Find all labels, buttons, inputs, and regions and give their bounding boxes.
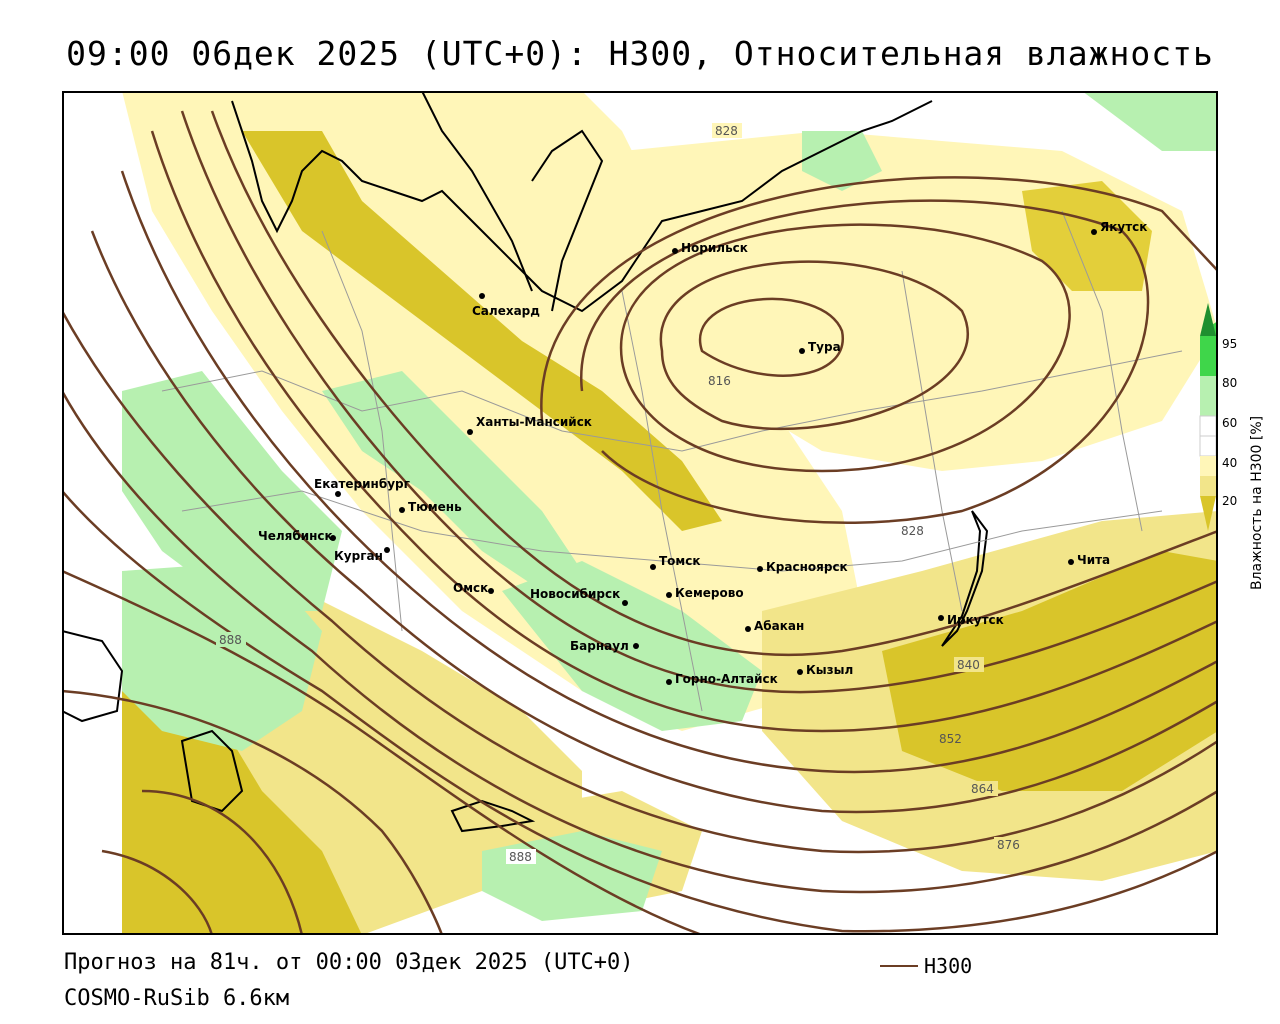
humidity-colorbar: [1199, 303, 1217, 531]
city-label: Иркутск: [947, 613, 1004, 627]
contour-label: 888: [219, 633, 242, 647]
city-label: Норильск: [681, 241, 748, 255]
colorbar-bottom-arrow: [1200, 496, 1216, 531]
city-label: Новосибирск: [530, 587, 620, 601]
weather-map: 828 816 828 840 852 864 876 888 888 Якут…: [62, 91, 1218, 935]
legend-label: H300: [924, 954, 973, 978]
h300-contours: [62, 110, 1218, 935]
city-label: Якутск: [1100, 220, 1147, 234]
city-label: Тюмень: [408, 500, 462, 514]
forecast-info: Прогноз на 81ч. от 00:00 03дек 2025 (UTC…: [64, 950, 634, 975]
contour-label: 816: [708, 374, 731, 388]
city-label: Красноярск: [766, 560, 848, 574]
region-borders-layer: [161, 210, 1183, 712]
city-label: Кызыл: [806, 663, 853, 677]
legend-line-swatch: [880, 965, 918, 967]
city-label: Челябинск: [258, 529, 333, 543]
colorbar-tick: 40: [1222, 456, 1238, 470]
contour-labels: 828 816 828 840 852 864 876 888 888: [216, 123, 1024, 864]
city-markers: Якутск Норильск Салехард Тура Ханты-Манс…: [258, 220, 1147, 686]
city-label: Тура: [808, 340, 841, 354]
city-label: Горно-Алтайск: [675, 672, 778, 686]
contour-label: 828: [901, 524, 924, 538]
map-title: 09:00 06дек 2025 (UTC+0): H300, Относите…: [66, 34, 1214, 73]
city-label: Кемерово: [675, 586, 744, 600]
city-label: Омск: [453, 581, 488, 595]
contour-label: 852: [939, 732, 962, 746]
model-name: COSMO-RuSib 6.6км: [64, 986, 290, 1011]
city-label: Ханты-Мансийск: [476, 415, 592, 429]
contour-label: 840: [957, 658, 980, 672]
contour-label: 876: [997, 838, 1020, 852]
city-label: Салехард: [472, 304, 540, 318]
city-label: Чита: [1077, 553, 1110, 567]
contour-label: 864: [971, 782, 994, 796]
colorbar-tick: 95: [1222, 337, 1238, 351]
city-label: Курган: [334, 549, 383, 563]
map-frame: [62, 91, 1218, 935]
colorbar-top-arrow: [1200, 303, 1216, 336]
contour-label: 888: [509, 850, 532, 864]
colorbar-label: Влажность на H300 [%]: [1249, 415, 1265, 590]
colorbar-tick: 20: [1222, 494, 1238, 508]
city-label: Томск: [659, 554, 701, 568]
contour-label: 828: [715, 124, 738, 138]
city-label: Екатеринбург: [314, 477, 410, 491]
contour-legend: H300: [880, 954, 972, 978]
city-label: Абакан: [754, 619, 804, 633]
colorbar-tick: 80: [1222, 376, 1238, 390]
colorbar-tick: 60: [1222, 416, 1238, 430]
city-label: Барнаул: [570, 639, 629, 653]
